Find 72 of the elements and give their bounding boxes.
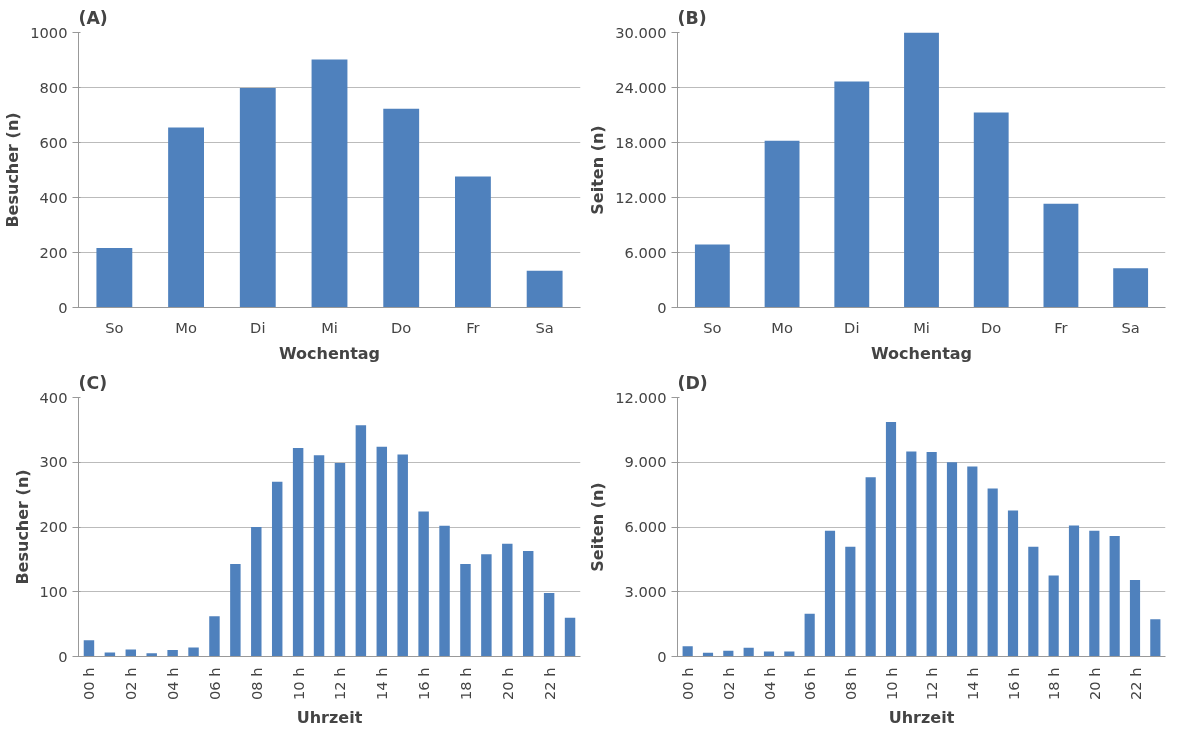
x-tick-label: Fr — [1054, 318, 1069, 336]
y-tick-label: 3.000 — [624, 582, 667, 600]
x-tick-label: Do — [391, 318, 412, 336]
x-tick-label: So — [105, 318, 124, 336]
x-axis-title: Wochentag — [870, 343, 973, 363]
x-tick-label: 12 h — [923, 667, 941, 701]
x-tick-label: 16 h — [1004, 667, 1022, 701]
x-tick-label: 20 h — [498, 667, 516, 701]
x-tick-label: Sa — [535, 318, 554, 336]
x-tick-label: 16 h — [415, 667, 433, 701]
x-tick-label: Di — [250, 318, 266, 336]
y-axis-title: Besucher (n) — [3, 112, 23, 228]
x-tick-label: 06 h — [801, 667, 819, 701]
x-tick-label: Di — [844, 318, 860, 336]
x-tick-label: Mo — [771, 318, 793, 336]
x-tick-label: 02 h — [122, 667, 140, 701]
x-tick-label: 22 h — [540, 667, 558, 701]
x-tick-label: 02 h — [719, 667, 737, 701]
x-tick-label: 04 h — [760, 667, 778, 701]
y-tick-label: 9.000 — [624, 453, 667, 471]
y-tick-label: 0 — [657, 298, 667, 316]
y-tick-label: 0 — [58, 298, 68, 316]
y-tick-label: 24.000 — [615, 78, 667, 96]
y-tick-label: 1000 — [30, 23, 68, 41]
x-tick-label: 20 h — [1085, 667, 1103, 701]
x-tick-label: 12 h — [331, 667, 349, 701]
x-tick-label: 04 h — [164, 667, 182, 701]
y-tick-label: 200 — [39, 243, 68, 261]
x-tick-label: 08 h — [841, 667, 859, 701]
x-tick-label: 18 h — [1045, 667, 1063, 701]
y-tick-label: 600 — [39, 133, 68, 151]
chart-title: (D) — [677, 372, 708, 393]
x-tick-label: 14 h — [963, 667, 981, 701]
x-tick-label: Mo — [175, 318, 197, 336]
y-tick-label: 300 — [39, 453, 68, 471]
x-tick-label: 00 h — [80, 667, 98, 701]
x-tick-label: Sa — [1121, 318, 1140, 336]
y-tick-label: 12.000 — [615, 388, 667, 406]
y-tick-label: 400 — [39, 188, 68, 206]
y-tick-label: 400 — [39, 388, 68, 406]
x-tick-label: 10 h — [289, 667, 307, 701]
y-tick-label: 12.000 — [615, 188, 667, 206]
x-tick-label: Mi — [913, 318, 930, 336]
x-axis-title: Wochentag — [278, 343, 381, 363]
x-axis-title: Uhrzeit — [888, 708, 955, 728]
x-tick-label: 18 h — [456, 667, 474, 701]
x-tick-label: Do — [981, 318, 1002, 336]
x-tick-label: Mi — [321, 318, 338, 336]
y-tick-label: 100 — [39, 582, 68, 600]
y-tick-label: 800 — [39, 78, 68, 96]
x-tick-label: 06 h — [205, 667, 223, 701]
y-tick-label: 6.000 — [624, 518, 667, 535]
y-axis-title: Besucher (n) — [12, 469, 32, 585]
x-tick-label: Fr — [466, 318, 481, 336]
x-tick-label: 22 h — [1126, 667, 1144, 701]
chart-title: (A) — [78, 7, 108, 28]
chart-title: (C) — [78, 372, 108, 393]
x-axis-title: Uhrzeit — [296, 708, 363, 728]
chart-title: (B) — [677, 7, 707, 28]
y-tick-label: 6.000 — [624, 243, 667, 261]
x-tick-label: 14 h — [373, 667, 391, 701]
x-tick-label: So — [703, 318, 722, 336]
x-tick-label: 10 h — [882, 667, 900, 701]
y-tick-label: 18.000 — [615, 133, 667, 151]
x-tick-label: 08 h — [247, 667, 265, 701]
y-axis-title: Seiten (n) — [588, 482, 608, 572]
y-tick-label: 0 — [657, 647, 667, 665]
y-tick-label: 0 — [58, 647, 68, 665]
y-tick-label: 200 — [39, 518, 68, 535]
y-tick-label: 30.000 — [615, 23, 667, 41]
y-axis-title: Seiten (n) — [588, 125, 608, 215]
x-tick-label: 00 h — [679, 667, 697, 701]
